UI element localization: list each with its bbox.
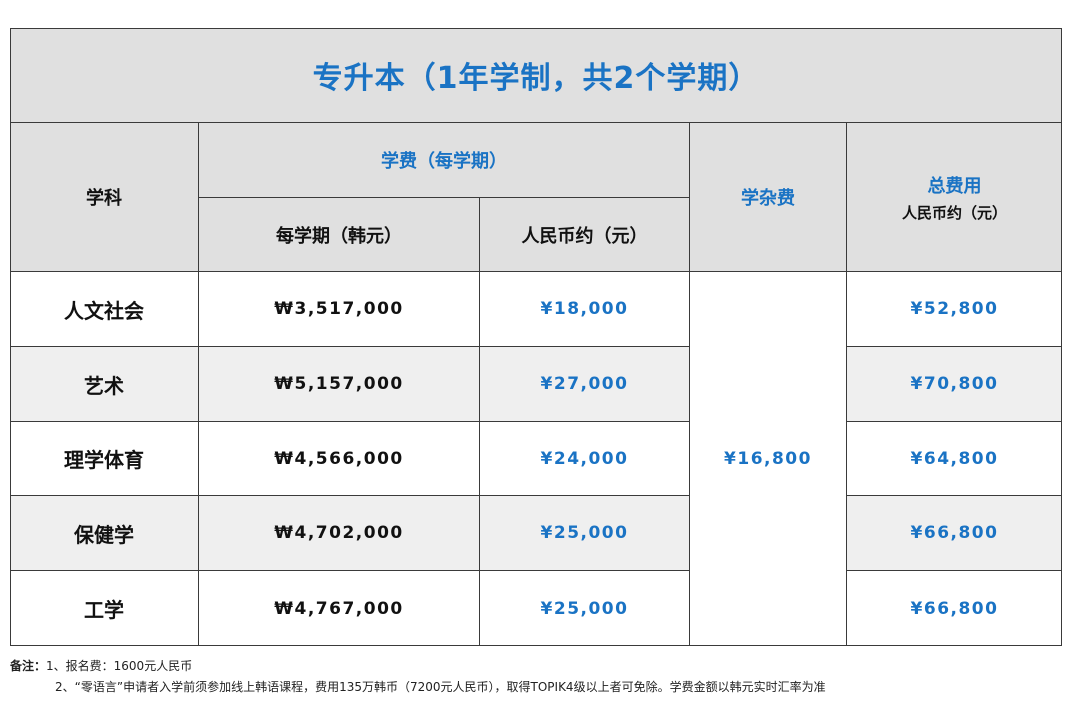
- header-total: 总费用 人民币约（元）: [847, 123, 1062, 272]
- table-row-cny: ¥18,000: [480, 272, 690, 347]
- notes-line-2: 2、“零语言”申请者入学前须参加线上韩语课程，费用135万韩币（7200元人民币…: [55, 680, 826, 694]
- table-row-krw: ₩4,566,000: [199, 422, 480, 496]
- table-row-total: ¥70,800: [847, 347, 1062, 422]
- table-row-total: ¥66,800: [847, 571, 1062, 646]
- table-row-krw: ₩5,157,000: [199, 347, 480, 422]
- table-row-cny: ¥24,000: [480, 422, 690, 496]
- table-row-krw: ₩4,702,000: [199, 496, 480, 571]
- misc-fee-merged-cell: ¥16,800: [690, 272, 847, 646]
- header-subject: 学科: [10, 123, 199, 272]
- header-tuition-cny: 人民币约（元）: [480, 198, 690, 272]
- table-row-total: ¥64,800: [847, 422, 1062, 496]
- table-row-subject: 保健学: [10, 496, 199, 571]
- table-row-subject: 艺术: [10, 347, 199, 422]
- notes-label: 备注：: [10, 659, 47, 673]
- table-row-cny: ¥27,000: [480, 347, 690, 422]
- table-title: 专升本（1年学制，共2个学期）: [10, 28, 1062, 123]
- table-row-subject: 工学: [10, 571, 199, 646]
- header-misc-fee: 学杂费: [690, 123, 847, 272]
- table-row-total: ¥66,800: [847, 496, 1062, 571]
- notes-line-1: 备注：1、报名费：1600元人民币: [10, 659, 193, 673]
- page-title: 专升本（1年学制，共2个学期）: [312, 61, 760, 96]
- table-row-cny: ¥25,000: [480, 571, 690, 646]
- header-tuition-group: 学费（每学期）: [199, 123, 690, 198]
- table-row-subject: 人文社会: [10, 272, 199, 347]
- table-row-cny: ¥25,000: [480, 496, 690, 571]
- table-row-total: ¥52,800: [847, 272, 1062, 347]
- table-row-subject: 理学体育: [10, 422, 199, 496]
- table-row-krw: ₩4,767,000: [199, 571, 480, 646]
- table-row-krw: ₩3,517,000: [199, 272, 480, 347]
- header-tuition-krw: 每学期（韩元）: [199, 198, 480, 272]
